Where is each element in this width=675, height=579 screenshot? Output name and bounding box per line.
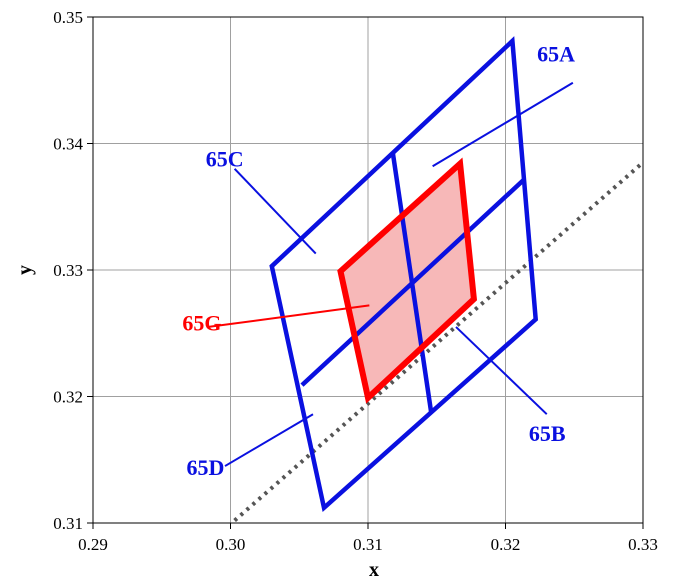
region-65-outline bbox=[269, 36, 539, 513]
label-65d: 65D bbox=[187, 455, 225, 480]
y-tick-label: 0.32 bbox=[53, 388, 83, 407]
x-tick-label: 0.32 bbox=[491, 535, 521, 554]
label-65b: 65B bbox=[529, 421, 566, 446]
label-65a: 65A bbox=[537, 41, 575, 66]
leader-line-65b bbox=[455, 326, 548, 415]
y-tick-label: 0.34 bbox=[53, 135, 83, 154]
y-tick-label: 0.35 bbox=[53, 8, 83, 27]
label-65c: 65C bbox=[206, 146, 244, 171]
y-axis-label: y bbox=[14, 265, 36, 275]
dotted-reference-line bbox=[233, 160, 645, 522]
x-tick-label: 0.30 bbox=[216, 535, 246, 554]
region-65g-fill bbox=[340, 163, 474, 398]
region-65g-outline bbox=[337, 157, 478, 404]
chart-data-layer bbox=[233, 36, 645, 522]
leader-line-65c bbox=[233, 168, 317, 255]
region-65-midline-short bbox=[390, 152, 434, 414]
y-tick-label: 0.31 bbox=[53, 514, 83, 533]
axis-ticks: 0.29 0.30 0.31 0.32 0.33 0.31 0.32 0.33 0.34 0.35 bbox=[53, 8, 658, 554]
x-tick-label: 0.33 bbox=[628, 535, 658, 554]
x-tick-label: 0.29 bbox=[78, 535, 108, 554]
leader-line-65d bbox=[224, 413, 314, 467]
x-tick-label: 0.31 bbox=[353, 535, 383, 554]
leader-line-65a bbox=[432, 81, 574, 168]
label-65g: 65G bbox=[182, 311, 221, 336]
y-tick-label: 0.33 bbox=[53, 261, 83, 280]
x-axis-label: x bbox=[369, 559, 379, 579]
leader-line-65g bbox=[208, 304, 370, 328]
region-labels: 65A 65C 65G 65B 65D bbox=[182, 41, 575, 480]
